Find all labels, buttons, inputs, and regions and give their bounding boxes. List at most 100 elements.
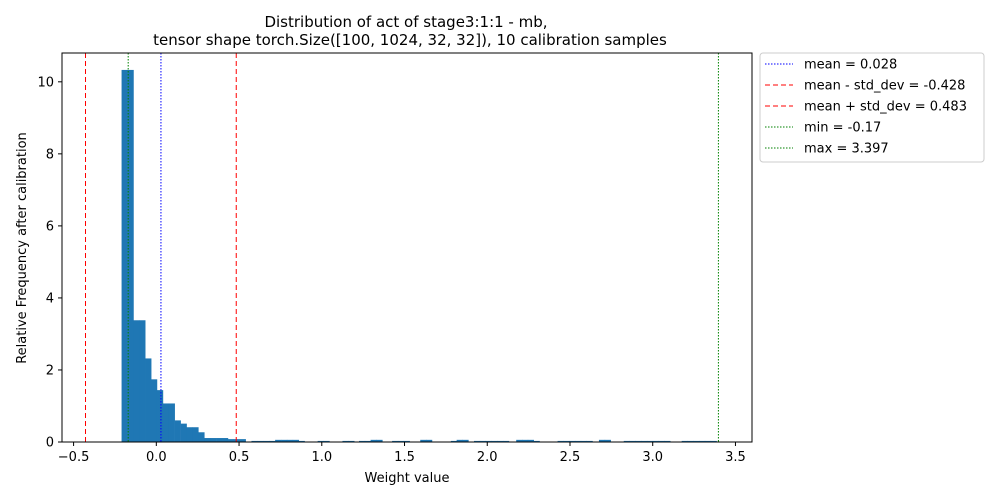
legend-label: min = -0.17 — [804, 121, 881, 136]
y-tick-label: 0 — [46, 436, 54, 451]
legend-label: mean = 0.028 — [804, 58, 897, 73]
y-tick-label: 2 — [46, 363, 54, 378]
histogram-bar — [557, 440, 564, 442]
histogram-bar — [527, 439, 534, 442]
histogram-bar — [251, 440, 258, 442]
x-tick-label: 2.0 — [477, 450, 498, 465]
histogram-bar — [239, 439, 246, 442]
histogram-bar — [586, 440, 593, 442]
histogram-bar — [533, 440, 540, 442]
histogram-bar — [370, 439, 377, 442]
histogram-bar — [474, 440, 481, 442]
histogram-bar — [281, 439, 288, 442]
histogram-bar — [275, 439, 282, 442]
histogram-bar — [292, 439, 300, 442]
x-tick-label: −0.5 — [58, 450, 90, 465]
legend: mean = 0.028 mean - std_dev = -0.428 mean … — [759, 52, 985, 163]
histogram-bar — [174, 420, 181, 442]
x-tick-label: 1.5 — [394, 450, 415, 465]
histogram-bar — [359, 440, 366, 442]
x-axis-ticks: −0.5 0.0 0.5 1.0 1.5 2.0 2.5 3.0 3.5 — [58, 442, 746, 465]
histogram-bar — [151, 379, 158, 442]
x-tick-label: 0.0 — [146, 450, 167, 465]
histogram-bar — [397, 440, 405, 442]
histogram-bar — [204, 438, 211, 442]
histogram-bar — [629, 440, 636, 442]
x-axis-label: Weight value — [365, 471, 450, 486]
histogram-bar — [323, 440, 330, 442]
reference-lines — [85, 53, 719, 442]
histogram-bar — [348, 440, 355, 442]
histogram-bar — [704, 440, 712, 442]
histogram-bar — [210, 438, 217, 442]
histogram-bar — [298, 440, 305, 442]
y-axis-ticks: 0 2 4 6 8 10 — [37, 75, 62, 451]
histogram-bar — [710, 440, 717, 442]
y-tick-label: 8 — [46, 147, 54, 162]
legend-label: max = 3.397 — [804, 142, 889, 157]
histogram-bar — [574, 440, 582, 442]
histogram-bar — [133, 320, 140, 442]
histogram-bar — [641, 440, 648, 442]
histogram-bar — [699, 440, 706, 442]
histogram-bar — [317, 440, 324, 442]
histogram-bar — [216, 438, 223, 442]
histogram-bar — [580, 440, 587, 442]
histogram-bar — [168, 403, 175, 442]
histogram-bar — [269, 440, 276, 442]
histogram-bar — [681, 440, 688, 442]
histogram-bar — [693, 440, 700, 442]
histogram-bar — [646, 440, 654, 442]
y-tick-label: 10 — [37, 75, 54, 90]
x-tick-label: 1.0 — [311, 450, 332, 465]
histogram-bar — [450, 440, 458, 442]
histogram-bar — [192, 427, 199, 442]
histogram-bar — [563, 440, 570, 442]
histogram-bar — [392, 440, 399, 442]
histogram-bar — [257, 440, 264, 442]
histogram-bar — [364, 440, 372, 442]
y-tick-label: 6 — [46, 219, 54, 234]
histogram-bar — [263, 440, 270, 442]
histogram-bar — [342, 440, 349, 442]
histogram-bar — [426, 439, 433, 442]
y-axis-label: Relative Frequency after calibration — [15, 132, 30, 364]
histogram-bar — [569, 440, 576, 442]
histogram-bar — [598, 439, 606, 442]
histogram-bar — [652, 440, 659, 442]
chart-title-line-1: Distribution of act of stage3:1:1 - mb, — [264, 13, 547, 31]
histogram-bar — [502, 440, 510, 442]
histogram-bar — [491, 440, 498, 442]
chart-title: Distribution of act of stage3:1:1 - mb, … — [153, 13, 667, 49]
histogram-bar — [233, 439, 240, 442]
histogram-bar — [635, 440, 642, 442]
histogram-bar — [623, 440, 630, 442]
histogram-bar — [664, 440, 671, 442]
histogram-bar — [497, 440, 504, 442]
histogram-bar — [604, 439, 611, 442]
histogram-bar — [198, 432, 205, 442]
x-tick-label: 3.0 — [642, 450, 663, 465]
histogram-bars — [121, 69, 717, 443]
histogram-bar — [139, 320, 146, 442]
histogram-bar — [286, 439, 294, 442]
plot-frame — [61, 52, 753, 443]
histogram-bar — [180, 423, 187, 442]
histogram-bar — [485, 440, 492, 442]
histogram-bar — [156, 390, 164, 442]
histogram-bar — [227, 439, 235, 442]
histogram-bar — [522, 439, 529, 442]
histogram-bar — [687, 440, 694, 442]
histogram-bar — [186, 427, 193, 442]
histogram-bar — [162, 403, 170, 442]
histogram-bar — [516, 439, 523, 442]
histogram-bar — [376, 439, 383, 442]
histogram-bar — [456, 439, 463, 442]
histogram-bar — [658, 440, 665, 442]
histogram-bar — [420, 439, 427, 442]
x-tick-label: 3.5 — [725, 450, 746, 465]
histogram-bar — [403, 440, 410, 442]
histogram-bar — [145, 358, 152, 442]
histogram-bar — [462, 439, 469, 442]
